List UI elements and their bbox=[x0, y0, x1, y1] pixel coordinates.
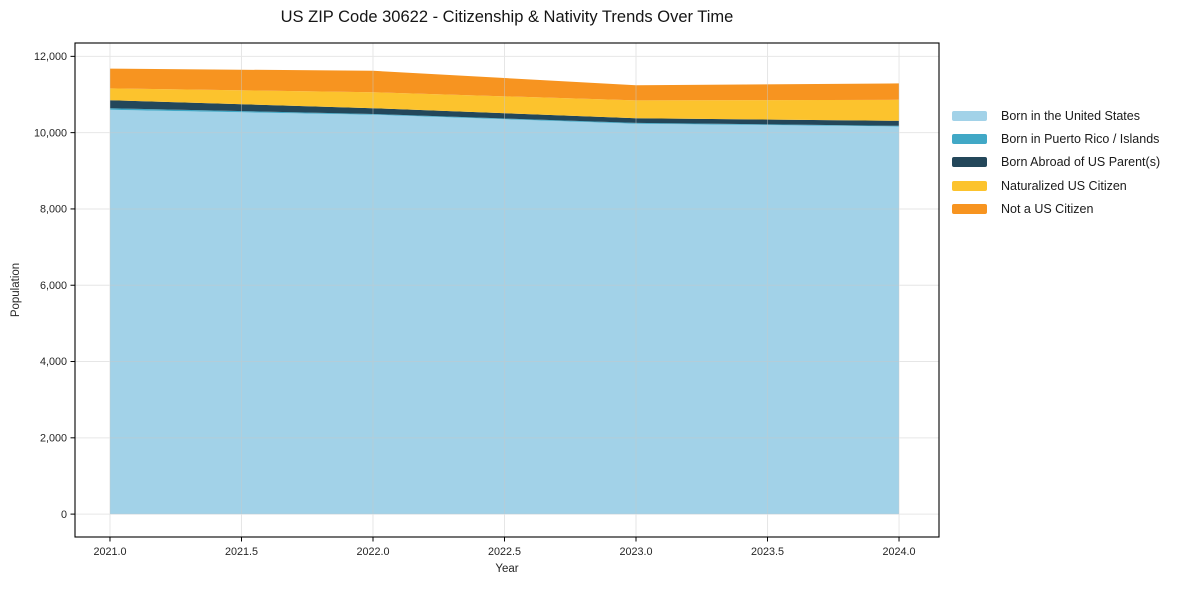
legend-label: Born Abroad of US Parent(s) bbox=[1001, 155, 1161, 170]
tick-marks bbox=[70, 55, 900, 542]
legend-swatch bbox=[952, 110, 987, 121]
legend-label: Not a US Citizen bbox=[1001, 202, 1094, 217]
legend-item: Born Abroad of US Parent(s) bbox=[952, 151, 1160, 174]
y-axis-label: Population bbox=[10, 262, 22, 318]
legend-swatch bbox=[952, 180, 987, 191]
y-tick-label: 12,000 bbox=[34, 51, 67, 63]
legend-label: Born in the United States bbox=[1001, 108, 1140, 123]
x-tick-label: 2024.0 bbox=[883, 546, 916, 558]
legend-swatch bbox=[952, 157, 987, 168]
x-tick-label: 2022.5 bbox=[488, 546, 521, 558]
gridlines bbox=[75, 43, 939, 537]
x-axis-label: Year bbox=[495, 563, 519, 575]
legend-item: Born in Puerto Rico / Islands bbox=[952, 127, 1160, 150]
y-tick-label: 8,000 bbox=[40, 204, 67, 216]
area-series-3 bbox=[110, 88, 899, 121]
legend-label: Born in Puerto Rico / Islands bbox=[1001, 132, 1160, 147]
chart-title: US ZIP Code 30622 - Citizenship & Nativi… bbox=[280, 8, 734, 26]
legend-label: Naturalized US Citizen bbox=[1001, 178, 1127, 193]
x-tick-label: 2022.0 bbox=[356, 546, 389, 558]
y-tick-label: 2,000 bbox=[40, 433, 67, 445]
y-tick-label: 0 bbox=[61, 509, 67, 521]
legend: Born in the United States Born in Puerto … bbox=[952, 104, 1160, 221]
x-tick-label: 2023.5 bbox=[751, 546, 784, 558]
legend-item: Not a US Citizen bbox=[952, 198, 1160, 221]
area-series-1 bbox=[110, 108, 899, 127]
x-tick-label: 2023.0 bbox=[619, 546, 652, 558]
y-tick-label: 10,000 bbox=[34, 127, 67, 139]
stacked-areas bbox=[110, 68, 899, 515]
legend-swatch bbox=[952, 134, 987, 145]
legend-item: Naturalized US Citizen bbox=[952, 174, 1160, 197]
legend-swatch bbox=[952, 204, 987, 215]
area-series-0 bbox=[110, 109, 899, 515]
legend-item: Born in the United States bbox=[952, 104, 1160, 127]
y-tick-label: 6,000 bbox=[40, 280, 67, 292]
area-series-4 bbox=[110, 68, 899, 101]
tick-labels: 2021.0 2021.5 2022.0 2022.5 2023.0 2023.5 2024… bbox=[34, 51, 916, 558]
x-tick-label: 2021.5 bbox=[225, 546, 258, 558]
area-series-2 bbox=[110, 100, 899, 126]
axes-frame bbox=[74, 42, 940, 538]
y-tick-label: 4,000 bbox=[40, 356, 67, 368]
x-tick-label: 2021.0 bbox=[93, 546, 126, 558]
